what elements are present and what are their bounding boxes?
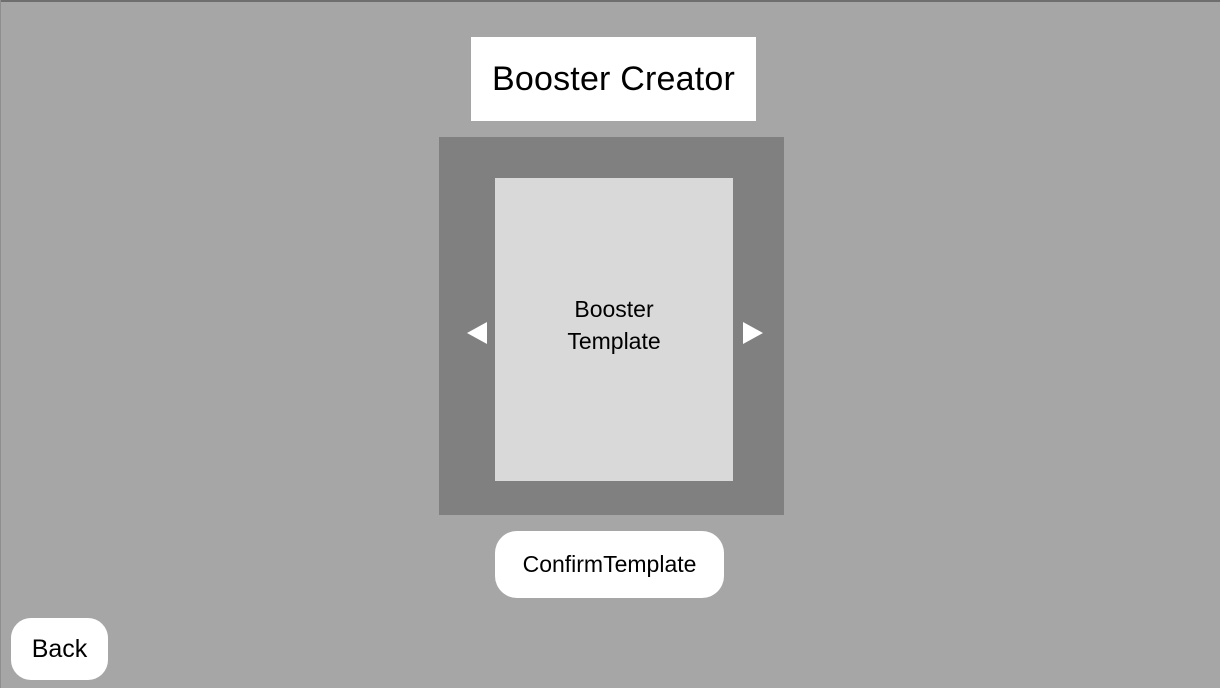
template-preview-label: Booster Template (567, 295, 661, 354)
triangle-right-icon (743, 322, 763, 344)
template-preview-card: Booster Template (495, 178, 733, 481)
back-button-label: Back (31, 634, 88, 663)
triangle-left-icon (467, 322, 487, 344)
title-box: Booster Creator (471, 37, 756, 121)
page-title: Booster Creator (492, 59, 735, 98)
template-carousel: Booster Template (439, 137, 784, 515)
next-template-button[interactable] (742, 321, 764, 345)
window-top-border (0, 0, 1220, 2)
prev-template-button[interactable] (466, 321, 488, 345)
back-button[interactable]: Back (11, 618, 108, 680)
confirm-template-label: ConfirmTemplate (522, 551, 697, 577)
window-left-border (0, 0, 1, 688)
confirm-template-button[interactable]: ConfirmTemplate (495, 531, 724, 598)
